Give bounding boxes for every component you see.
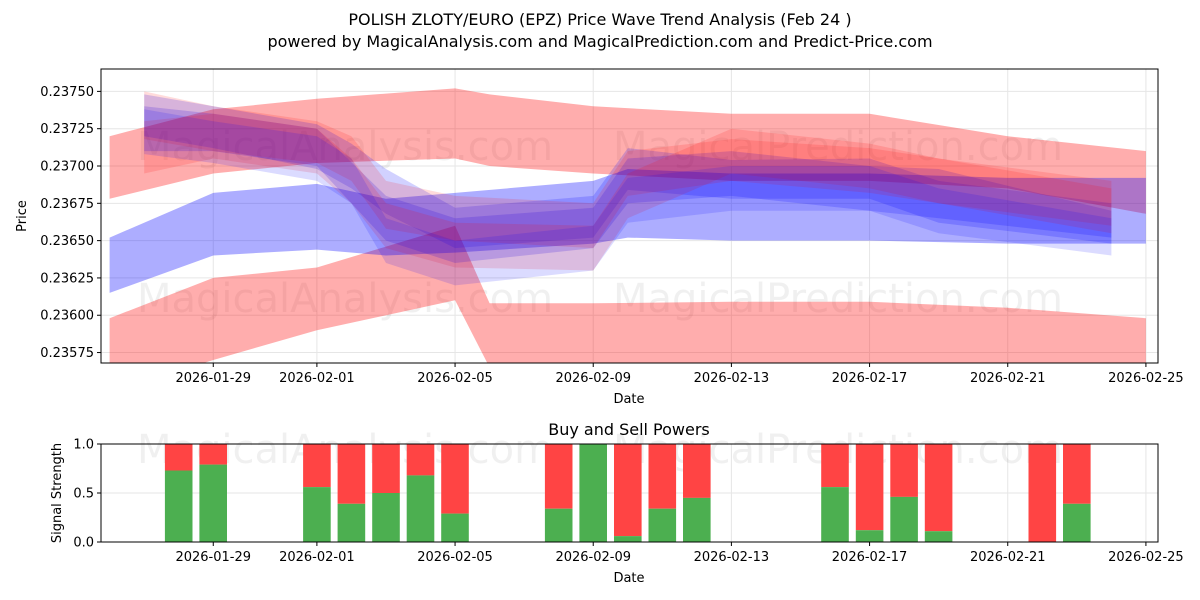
price-axis-ticks: 2026-01-29 2026-02-01 2026-02-05 2026-02-09… <box>40 85 1183 386</box>
buy-power-bar <box>648 508 677 542</box>
watermark-right-top: MagicalPrediction.com <box>613 124 1063 170</box>
price-y-tick-label: 0.23600 <box>40 309 94 324</box>
watermark-left-top: MagicalAnalysis.com <box>137 124 553 170</box>
red-price-band-1 <box>109 225 1146 363</box>
buy-power-bar <box>303 487 331 542</box>
price-x-tick-label: 2026-02-05 <box>417 371 493 386</box>
sell-power-bar <box>890 444 918 497</box>
blue-price-band-2 <box>109 169 1146 293</box>
price-plot-frame <box>100 68 1159 364</box>
price-y-tick-label: 0.23750 <box>40 85 94 100</box>
buy-power-bar <box>544 508 573 542</box>
buy-power-bar <box>1063 503 1091 542</box>
watermark-right-middle: MagicalPrediction.com <box>613 276 1063 322</box>
sell-power-bar <box>441 444 469 514</box>
price-bands <box>109 88 1146 363</box>
powers-y-tick-label: 0.0 <box>73 536 94 551</box>
sell-power-bar <box>406 444 435 476</box>
buy-power-bar <box>683 497 711 542</box>
sell-power-bar <box>614 444 642 537</box>
sell-power-bar <box>164 444 193 471</box>
buy-power-bar <box>614 536 642 542</box>
buy-power-bar <box>372 493 400 542</box>
blue-price-band-4 <box>144 94 1112 249</box>
sell-power-bar <box>337 444 366 504</box>
powers-x-tick-label: 2026-02-25 <box>1108 550 1184 565</box>
price-y-tick-label: 0.23675 <box>40 197 94 212</box>
buy-power-bar <box>164 470 193 542</box>
buy-power-bar <box>821 487 849 542</box>
buy-power-bar <box>924 531 953 542</box>
buy-power-bar <box>855 530 884 542</box>
powers-y-tick-label: 1.0 <box>73 438 94 453</box>
sell-power-bar <box>855 444 884 531</box>
blue-price-band-7 <box>144 109 1112 286</box>
price-y-tick-label: 0.23625 <box>40 271 94 286</box>
sell-power-bar <box>544 444 573 509</box>
buy-power-bar <box>406 475 435 542</box>
red-price-band-5 <box>144 91 1112 249</box>
powers-axis-ticks: 2026-01-29 2026-02-01 2026-02-05 2026-02-09… <box>73 438 1183 566</box>
sell-power-bar <box>924 444 953 532</box>
watermark-left-middle: MagicalAnalysis.com <box>137 276 553 322</box>
buy-power-bar <box>199 464 227 542</box>
sell-power-bar <box>199 444 227 465</box>
price-grid <box>101 69 1158 363</box>
chart-title: POLISH ZLOTY/EURO (EPZ) Price Wave Trend… <box>348 10 851 29</box>
sell-power-bar <box>1063 444 1091 504</box>
buy-power-bar <box>337 503 366 542</box>
price-ylabel: Price <box>15 200 30 232</box>
price-x-tick-label: 2026-02-01 <box>279 371 355 386</box>
price-x-tick-label: 2026-02-17 <box>832 371 908 386</box>
price-y-tick-label: 0.23700 <box>40 160 94 175</box>
sell-power-bar <box>303 444 331 488</box>
price-y-tick-label: 0.23575 <box>40 346 94 361</box>
red-price-band-0 <box>109 88 1146 214</box>
buy-power-bar <box>441 513 469 542</box>
powers-title: Buy and Sell Powers <box>548 420 710 439</box>
sell-power-bar <box>372 444 400 493</box>
red-price-band-6 <box>144 113 1112 271</box>
powers-y-tick-label: 0.5 <box>73 487 94 502</box>
powers-x-tick-label: 2026-02-01 <box>279 550 355 565</box>
buy-power-bar <box>579 444 607 542</box>
price-x-tick-label: 2026-02-09 <box>555 371 631 386</box>
price-x-tick-label: 2026-02-13 <box>694 371 770 386</box>
sell-power-bar <box>648 444 677 509</box>
powers-ylabel: Signal Strength <box>50 443 65 543</box>
powers-x-tick-label: 2026-02-09 <box>555 550 631 565</box>
price-x-tick-label: 2026-01-29 <box>175 371 251 386</box>
price-y-tick-label: 0.23725 <box>40 122 94 137</box>
sell-power-bar <box>683 444 711 498</box>
price-y-tick-label: 0.23650 <box>40 234 94 249</box>
chart-subtitle: powered by MagicalAnalysis.com and Magic… <box>267 32 932 51</box>
buy-power-bar <box>890 496 918 542</box>
powers-x-tick-label: 2026-02-21 <box>970 550 1046 565</box>
powers-x-tick-label: 2026-02-05 <box>417 550 493 565</box>
powers-x-tick-label: 2026-02-13 <box>694 550 770 565</box>
blue-price-band-3 <box>144 106 1112 263</box>
powers-xlabel: Date <box>613 571 644 586</box>
price-xlabel: Date <box>613 392 644 407</box>
power-bars <box>164 444 1091 542</box>
price-x-tick-label: 2026-02-21 <box>970 371 1046 386</box>
powers-x-tick-label: 2026-01-29 <box>175 550 251 565</box>
powers-x-tick-label: 2026-02-17 <box>832 550 908 565</box>
sell-power-bar <box>1028 444 1057 542</box>
price-x-tick-label: 2026-02-25 <box>1108 371 1184 386</box>
sell-power-bar <box>821 444 849 488</box>
